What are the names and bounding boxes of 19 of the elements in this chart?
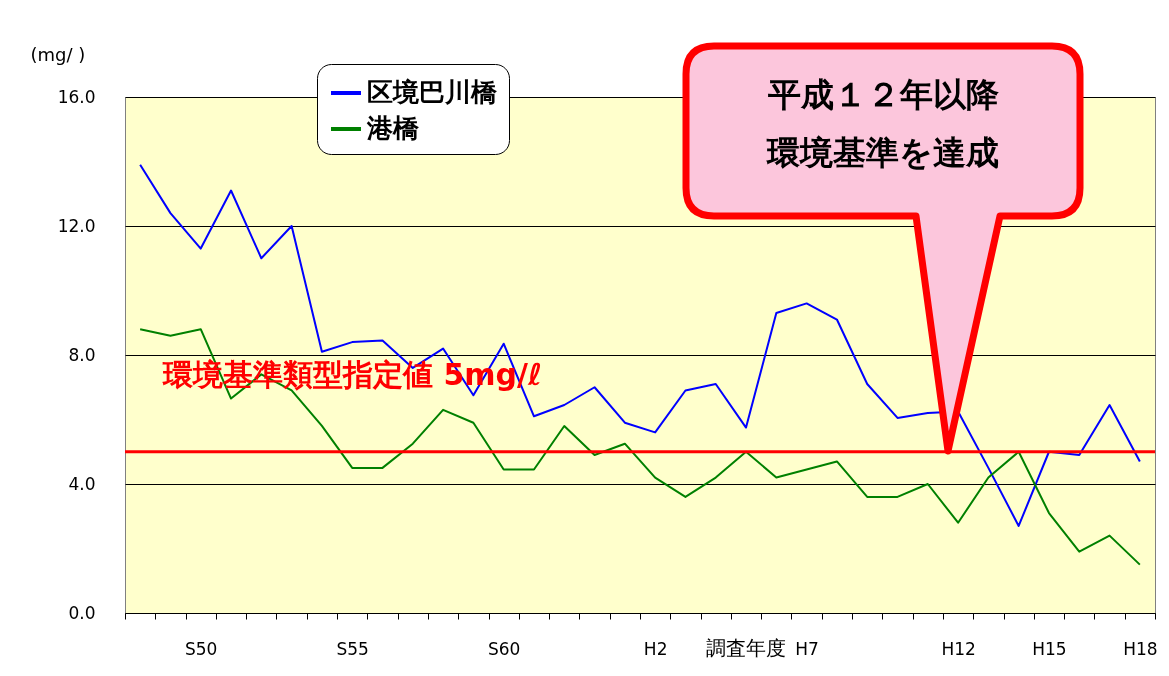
x-tick-label: S60 [487, 638, 521, 659]
line-series [139, 328, 1141, 566]
legend-label: 港橋 [366, 113, 420, 143]
x-tick-label: H12 [941, 638, 976, 659]
y-tick-label: 16.0 [57, 86, 96, 107]
x-tick-label: H7 [795, 638, 819, 659]
x-tick-label: H15 [1032, 638, 1067, 659]
x-tick-label: H2 [643, 638, 668, 659]
y-tick-label: 0.0 [68, 602, 96, 623]
x-axis-title: 調査年度 [705, 635, 786, 660]
y-tick-label: 4.0 [68, 473, 96, 494]
x-tick-label: S55 [336, 638, 369, 659]
y-tick-label: 8.0 [68, 344, 96, 365]
x-tick-label: S50 [185, 638, 218, 659]
annotation: 平成１２年以降環境基準を達成 [766, 74, 999, 172]
y-tick-label: 12.0 [57, 215, 96, 236]
y-axis-title: (mg/ ) [30, 43, 86, 65]
legend-label: 区境巴川橋 [367, 77, 498, 107]
x-tick-label: H18 [1123, 638, 1158, 659]
